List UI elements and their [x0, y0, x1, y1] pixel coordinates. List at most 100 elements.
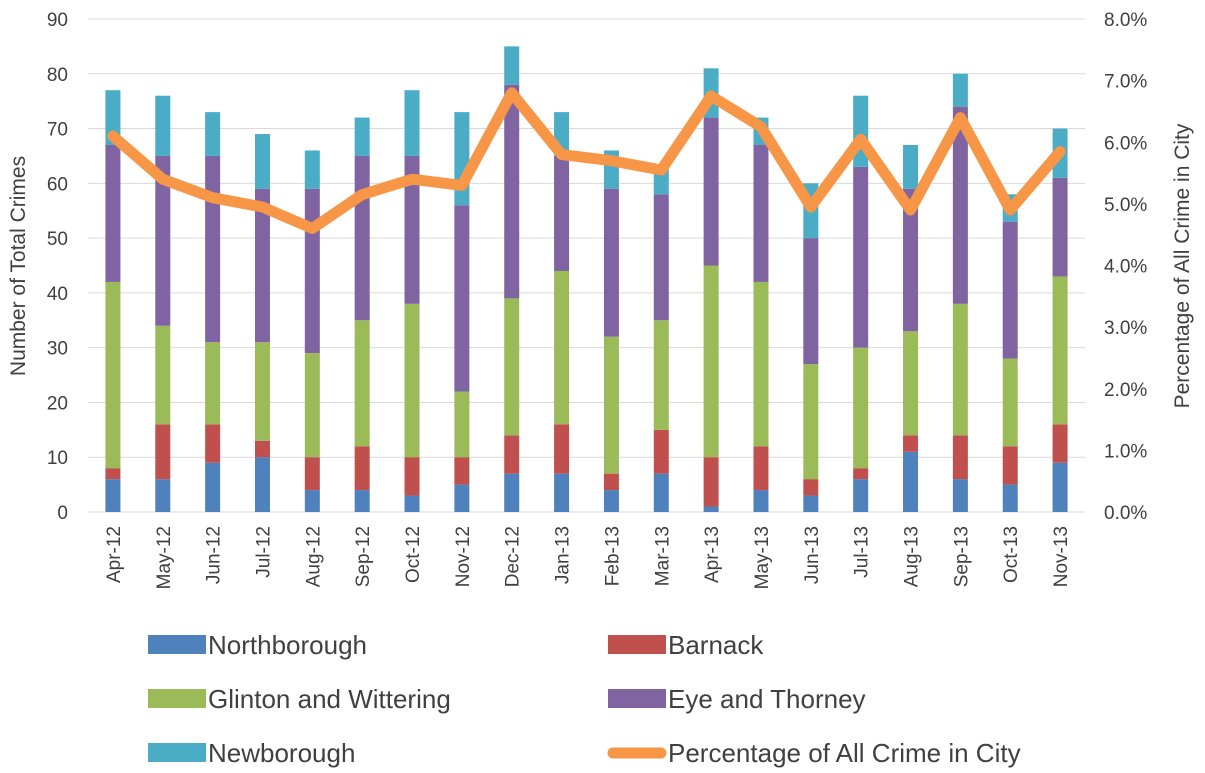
x-tick-label: Nov-12	[453, 526, 474, 587]
bar-northborough	[554, 474, 569, 512]
bar-barnack	[355, 446, 370, 490]
bar-barnack	[1003, 446, 1018, 484]
bar-barnack	[205, 424, 220, 462]
bar-eye-and-thorney	[853, 167, 868, 348]
bar-glinton-and-wittering	[903, 331, 918, 435]
bar-barnack	[554, 424, 569, 473]
legend-swatch-glinton-and-wittering	[148, 689, 206, 708]
y-tick-label: 40	[47, 284, 68, 305]
bar-northborough	[405, 496, 420, 512]
bar-newborough	[504, 46, 519, 84]
bar-newborough	[853, 96, 868, 167]
x-tick-label: Oct-13	[1001, 526, 1022, 583]
bar-glinton-and-wittering	[1003, 359, 1018, 447]
bar-glinton-and-wittering	[255, 342, 270, 441]
bar-barnack	[604, 474, 619, 490]
y-tick-label: 90	[47, 10, 68, 31]
bar-barnack	[704, 457, 719, 506]
bar-newborough	[155, 96, 170, 156]
bar-glinton-and-wittering	[405, 304, 420, 457]
bar-eye-and-thorney	[1053, 178, 1068, 277]
bar-northborough	[953, 479, 968, 512]
y2-tick-label: 3.0%	[1104, 318, 1147, 339]
legend-label-percentage-of-all-crime-in-city: Percentage of All Crime in City	[668, 738, 1021, 768]
bar-glinton-and-wittering	[205, 342, 220, 424]
x-tick-label: Sep-13	[951, 526, 972, 587]
bar-northborough	[454, 485, 469, 512]
x-tick-label: Mar-13	[652, 526, 673, 586]
bar-glinton-and-wittering	[753, 282, 768, 446]
bar-eye-and-thorney	[604, 189, 619, 337]
y-tick-label: 50	[47, 229, 68, 250]
bar-glinton-and-wittering	[604, 337, 619, 474]
bar-northborough	[255, 457, 270, 512]
bar-glinton-and-wittering	[704, 266, 719, 458]
bar-northborough	[1053, 463, 1068, 512]
bar-eye-and-thorney	[803, 238, 818, 364]
y2-tick-label: 5.0%	[1104, 195, 1147, 216]
bar-northborough	[105, 479, 120, 512]
x-tick-label: Feb-13	[602, 526, 623, 586]
bar-eye-and-thorney	[504, 85, 519, 299]
y2-axis-title: Percentage of All Crime in City	[1171, 123, 1194, 408]
bar-barnack	[803, 479, 818, 495]
x-tick-label: Aug-13	[902, 526, 923, 587]
y2-tick-label: 7.0%	[1104, 72, 1147, 93]
x-tick-label: Sep-12	[353, 526, 374, 587]
bar-eye-and-thorney	[305, 189, 320, 353]
bar-newborough	[405, 90, 420, 156]
x-tick-label: Jun-13	[802, 526, 823, 584]
bar-northborough	[654, 474, 669, 512]
bar-glinton-and-wittering	[554, 271, 569, 424]
bar-glinton-and-wittering	[155, 326, 170, 425]
y-tick-label: 70	[47, 120, 68, 141]
bar-eye-and-thorney	[1003, 222, 1018, 359]
y2-tick-label: 0.0%	[1104, 503, 1147, 524]
bar-eye-and-thorney	[454, 205, 469, 391]
y2-tick-label: 6.0%	[1104, 133, 1147, 154]
bar-northborough	[803, 496, 818, 512]
bar-northborough	[753, 490, 768, 512]
y-tick-label: 80	[47, 65, 68, 86]
bar-barnack	[953, 435, 968, 479]
x-tick-label: Jun-12	[204, 526, 225, 584]
y2-tick-label: 2.0%	[1104, 380, 1147, 401]
bar-glinton-and-wittering	[803, 364, 818, 479]
bar-barnack	[1053, 424, 1068, 462]
legend-swatch-northborough	[148, 635, 206, 654]
gridlines	[88, 19, 1085, 512]
bar-northborough	[1003, 485, 1018, 512]
y-tick-label: 60	[47, 174, 68, 195]
bar-eye-and-thorney	[554, 156, 569, 271]
bar-barnack	[654, 430, 669, 474]
bar-northborough	[155, 479, 170, 512]
legend: Northborough BarnackGlinton and Wittering…	[148, 630, 1021, 768]
bar-newborough	[255, 134, 270, 189]
x-tick-label: Jul-12	[253, 526, 274, 578]
legend-label-barnack: Barnack	[668, 630, 764, 660]
y-axis-title: Number of Total Crimes	[7, 156, 30, 376]
legend-swatch-newborough	[148, 743, 206, 762]
bar-glinton-and-wittering	[355, 320, 370, 446]
bar-barnack	[903, 435, 918, 451]
bar-newborough	[454, 112, 469, 205]
bar-eye-and-thorney	[355, 156, 370, 320]
bar-northborough	[704, 507, 719, 512]
x-tick-label: Aug-12	[303, 526, 324, 587]
bar-glinton-and-wittering	[105, 282, 120, 468]
bar-glinton-and-wittering	[654, 320, 669, 430]
bar-northborough	[205, 463, 220, 512]
y-tick-label: 10	[47, 448, 68, 469]
bar-newborough	[903, 145, 918, 189]
y2-tick-label: 1.0%	[1104, 441, 1147, 462]
bar-eye-and-thorney	[105, 145, 120, 282]
legend-label-northborough: Northborough	[208, 630, 367, 660]
x-tick-label: Jan-13	[553, 526, 574, 584]
x-tick-label: Dec-12	[503, 526, 524, 587]
x-tick-label: Apr-12	[104, 526, 125, 583]
legend-swatch-eye-and-thorney	[608, 689, 666, 708]
bar-glinton-and-wittering	[504, 298, 519, 435]
bar-barnack	[753, 446, 768, 490]
bar-glinton-and-wittering	[454, 391, 469, 457]
